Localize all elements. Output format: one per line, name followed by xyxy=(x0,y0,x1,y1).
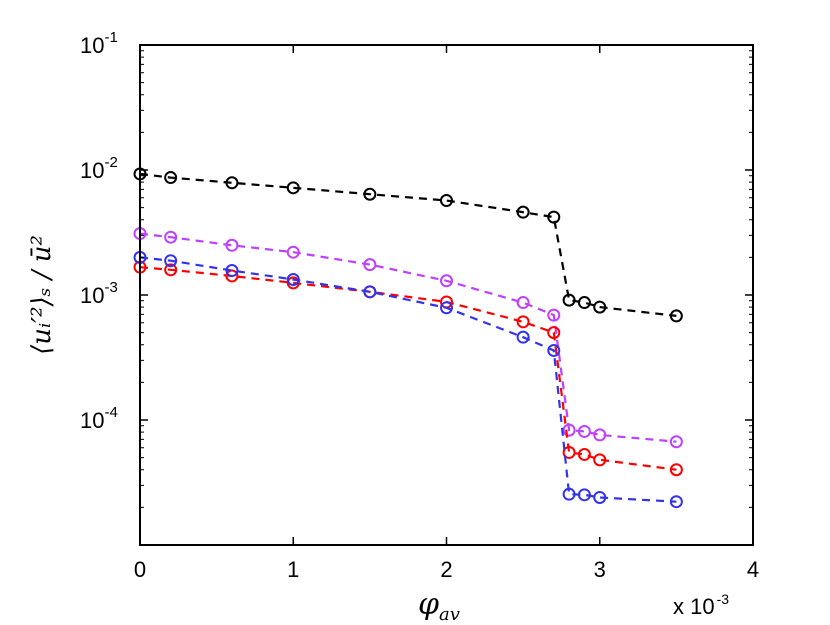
x-multiplier: x 10 -3 xyxy=(673,591,729,619)
x-tick-label-2: 2 xyxy=(440,557,452,582)
series-0-point-3 xyxy=(286,181,300,195)
series-3-point-8 xyxy=(562,487,576,501)
y-tick-exponent: -3 xyxy=(104,279,117,296)
x-multiplier-label: x 10 xyxy=(673,594,715,619)
series-0-point-2 xyxy=(225,176,239,190)
plot-area xyxy=(140,45,753,545)
y-tick-label-0: 10-4 xyxy=(80,404,118,433)
series-0-point-9 xyxy=(577,296,591,310)
y-tick-exponent: -1 xyxy=(104,29,117,46)
y-tick-label-3: 10-1 xyxy=(80,29,118,58)
series-1-point-2 xyxy=(225,238,239,252)
y-tick-labels: 10-410-310-210-1 xyxy=(80,29,118,433)
series-3-point-10 xyxy=(593,490,607,504)
series-3-point-4 xyxy=(363,285,377,299)
y-tick-base: 10 xyxy=(80,158,104,183)
x-tick-label-4: 4 xyxy=(747,557,759,582)
plot-frame xyxy=(139,44,754,546)
series-1-point-6 xyxy=(516,296,530,310)
series-3-point-1 xyxy=(164,254,178,268)
series-2-point-11 xyxy=(669,463,683,477)
series-0-point-6 xyxy=(516,205,530,219)
series-3-point-2 xyxy=(225,264,239,278)
series-2-point-7 xyxy=(547,326,561,340)
series-1-point-7 xyxy=(547,308,561,322)
y-tick-exponent: -4 xyxy=(104,404,117,421)
series-0-point-8 xyxy=(562,293,576,307)
x-tick-label-0: 0 xyxy=(134,557,146,582)
series-0-point-4 xyxy=(363,187,377,201)
x-axis-label: φav xyxy=(418,587,460,625)
x-axis-label-sub: av xyxy=(439,604,460,625)
x-axis-label-main: φ xyxy=(418,587,439,622)
x-tick-labels: 0 1 2 3 4 xyxy=(134,557,759,582)
series-line-1 xyxy=(139,232,677,443)
series-1-point-5 xyxy=(440,274,453,288)
x-multiplier-exp: -3 xyxy=(717,591,730,607)
y-tick-base: 10 xyxy=(80,408,104,433)
series-1-point-11 xyxy=(669,435,683,449)
y-tick-label-1: 10-3 xyxy=(80,279,118,308)
series-2-point-9 xyxy=(577,447,591,461)
series-1-point-3 xyxy=(286,245,300,259)
series-0-point-7 xyxy=(547,210,561,224)
y-axis-label: ⟨uᵢ′²⟩ₛ / ū² xyxy=(27,235,57,355)
x-tick-label-3: 3 xyxy=(594,557,606,582)
series-layer xyxy=(133,167,683,509)
series-2-point-1 xyxy=(164,263,178,277)
series-2-point-2 xyxy=(225,269,239,283)
series-0 xyxy=(133,167,683,323)
series-2-point-10 xyxy=(593,453,607,467)
series-3-point-11 xyxy=(669,495,683,509)
series-3-point-3 xyxy=(286,273,300,287)
series-0-point-10 xyxy=(593,300,607,314)
series-2-point-6 xyxy=(516,315,530,329)
series-3-point-7 xyxy=(547,343,561,357)
series-2-point-8 xyxy=(562,445,576,459)
series-line-0 xyxy=(139,172,677,317)
series-1-point-10 xyxy=(593,428,607,442)
x-tick-label-1: 1 xyxy=(287,557,299,582)
series-1-point-9 xyxy=(577,424,591,438)
y-tick-label-2: 10-2 xyxy=(80,154,118,183)
y-tick-base: 10 xyxy=(80,33,104,58)
y-tick-base: 10 xyxy=(80,283,104,308)
series-0-point-1 xyxy=(164,171,178,185)
series-line-3 xyxy=(139,256,677,503)
series-1-point-1 xyxy=(164,230,178,244)
series-3-point-9 xyxy=(577,488,591,502)
series-0-point-5 xyxy=(440,194,453,208)
series-3-point-5 xyxy=(440,301,453,315)
y-tick-exponent: -2 xyxy=(104,154,117,171)
series-1-point-8 xyxy=(562,423,576,437)
series-3-point-6 xyxy=(516,330,530,344)
series-0-point-11 xyxy=(669,309,683,323)
series-1-point-4 xyxy=(363,258,377,272)
